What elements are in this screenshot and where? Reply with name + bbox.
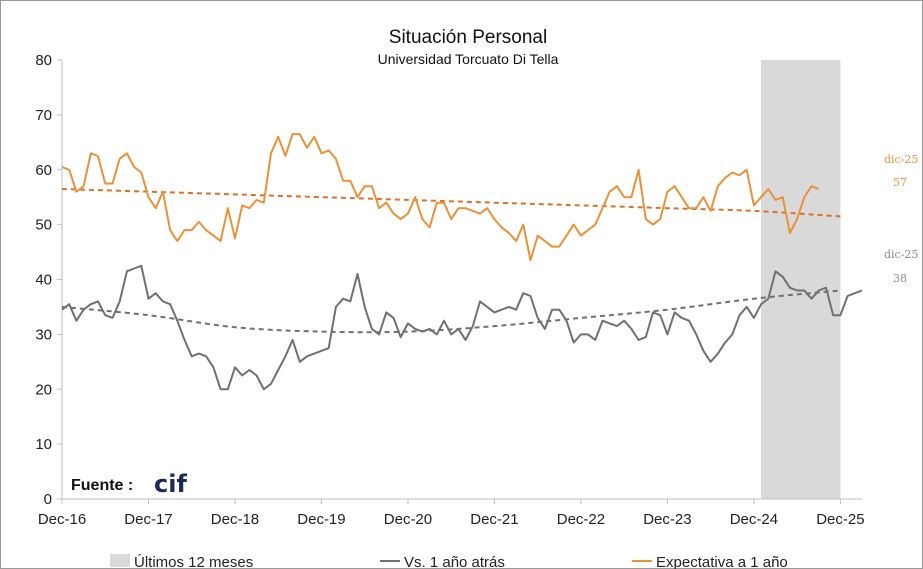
legend-label: Expectativa a 1 año (656, 554, 788, 569)
trend-line-vs-1-year (61, 289, 841, 334)
x-tick-label: Dec-21 (470, 511, 518, 528)
x-axis: Dec-16 Dec-17 Dec-18 Dec-19 Dec-20 Dec-21 Dec-… (38, 499, 865, 528)
y-axis: 0 10 20 30 40 50 60 70 80 (35, 52, 62, 508)
chart-subtitle: Universidad Torcuato Di Tella (378, 51, 559, 67)
x-tick-label: Dec-24 (730, 511, 778, 528)
end-label-value: 38 (893, 272, 907, 285)
end-label-value: 57 (893, 176, 907, 189)
y-tick-label: 80 (35, 52, 52, 69)
y-tick-label: 40 (35, 272, 52, 289)
y-tick-label: 50 (35, 217, 52, 234)
x-tick-label: Dec-17 (124, 511, 172, 528)
legend-label: Vs. 1 año atrás (404, 554, 505, 569)
source-logo: cif (154, 470, 187, 498)
legend: Últimos 12 meses Vs. 1 año atrás Expectati… (110, 554, 788, 569)
chart-title: Situación Personal (389, 27, 547, 48)
series-line-expectation (61, 133, 820, 262)
x-tick-label: Dec-16 (38, 511, 86, 528)
source-label: Fuente : (71, 477, 133, 494)
legend-swatch-box (110, 554, 130, 567)
series-line-vs-1-year (61, 264, 863, 391)
end-label-period: dic-25 (884, 153, 918, 166)
y-tick-label: 20 (35, 381, 52, 398)
x-tick-label: Dec-22 (557, 511, 605, 528)
x-tick-label: Dec-23 (643, 511, 691, 528)
x-tick-label: Dec-20 (384, 511, 432, 528)
y-tick-label: 70 (35, 107, 52, 124)
end-label-period: dic-25 (884, 248, 918, 261)
y-tick-label: 60 (35, 162, 52, 179)
legend-label: Últimos 12 meses (134, 554, 253, 569)
y-tick-label: 30 (35, 326, 52, 343)
series-lines (61, 133, 863, 391)
x-tick-label: Dec-19 (297, 511, 345, 528)
y-tick-label: 0 (44, 491, 52, 508)
end-labels: dic-25 57 dic-25 38 (884, 153, 918, 285)
x-tick-label: Dec-18 (211, 511, 259, 528)
y-tick-label: 10 (35, 436, 52, 453)
x-tick-label: Dec-25 (816, 511, 864, 528)
